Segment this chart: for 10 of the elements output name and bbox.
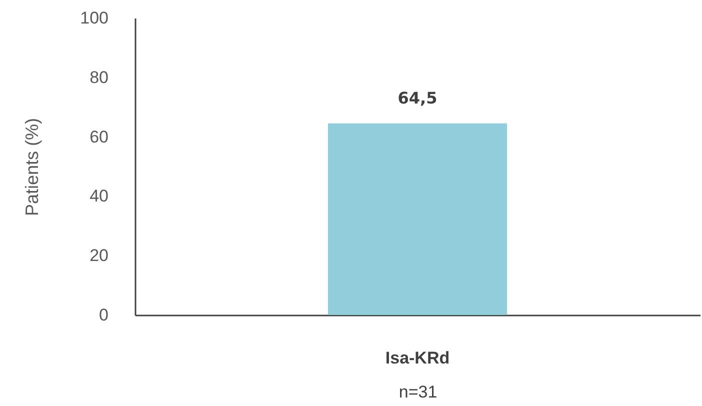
- data-label: 64,5: [398, 88, 438, 108]
- y-tick-label: 0: [99, 306, 108, 324]
- y-tick-label: 20: [90, 246, 108, 266]
- x-tick-label: Isa-KRd: [385, 348, 450, 368]
- y-tick-label: 60: [90, 127, 108, 146]
- y-tick-label: 40: [90, 186, 108, 206]
- y-axis-title: Patients (%): [22, 118, 42, 216]
- y-tick-label: 80: [90, 68, 108, 87]
- y-tick-label: 100: [80, 8, 108, 28]
- x-axis-title: n=31: [398, 382, 438, 402]
